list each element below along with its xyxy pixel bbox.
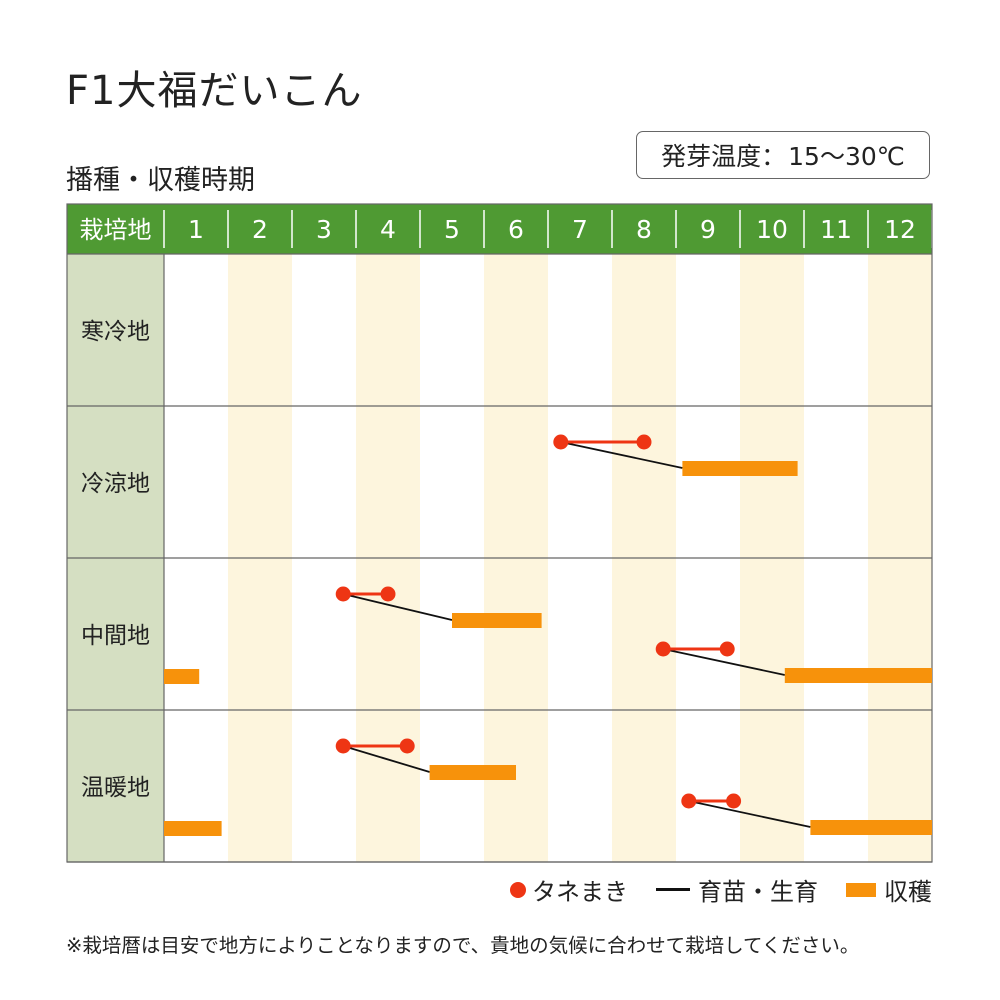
growth-line xyxy=(560,441,683,469)
header-bar xyxy=(67,204,932,254)
temperature-label: 発芽温度： xyxy=(661,142,787,171)
legend: タネまき 育苗・生育 収穫 xyxy=(0,872,1000,906)
sowing-end-dot xyxy=(380,586,396,602)
region-label: 寒冷地 xyxy=(81,319,150,345)
growth-line xyxy=(342,593,453,621)
sowing-end-dot xyxy=(726,793,742,809)
legend-harvest: 収穫 xyxy=(846,872,932,907)
page-title: F1大福だいこん xyxy=(66,68,363,114)
harvest-bar xyxy=(810,820,932,835)
harvest-bar xyxy=(164,669,200,684)
month-label-11: 11 xyxy=(820,215,852,244)
month-label-4: 4 xyxy=(380,215,396,244)
growth-line xyxy=(663,648,785,676)
chart-border xyxy=(66,203,933,863)
harvest-bar-icon xyxy=(846,882,876,897)
legend-sowing-label: タネまき xyxy=(532,878,628,906)
legend-harvest-label: 収穫 xyxy=(884,878,932,906)
sowing-start-dot xyxy=(335,738,351,754)
harvest-bar xyxy=(452,613,542,628)
sowing-start-dot xyxy=(655,641,671,657)
header-label: 栽培地 xyxy=(80,216,152,244)
sowing-end-dot xyxy=(636,434,652,450)
month-label-10: 10 xyxy=(756,215,788,244)
legend-sowing: タネまき xyxy=(510,872,628,907)
harvest-bar xyxy=(682,461,798,476)
footnote: ※栽培暦は目安で地方によりことなりますので、貴地の気候に合わせて栽培してください… xyxy=(66,934,860,957)
month-label-2: 2 xyxy=(252,215,268,244)
region-label: 中間地 xyxy=(81,623,150,649)
month-label-12: 12 xyxy=(884,215,916,244)
month-label-8: 8 xyxy=(636,215,652,244)
harvest-bar xyxy=(784,668,932,683)
harvest-bar xyxy=(164,821,222,836)
legend-growing: 育苗・生育 xyxy=(656,872,818,907)
temperature-value: 15～30℃ xyxy=(788,142,905,171)
region-label: 冷涼地 xyxy=(81,471,150,497)
growth-line-icon xyxy=(656,888,690,891)
sowing-start-dot xyxy=(553,434,569,450)
legend-growing-label: 育苗・生育 xyxy=(698,878,818,906)
harvest-bar xyxy=(429,765,516,780)
month-label-3: 3 xyxy=(316,215,332,244)
growth-line xyxy=(342,745,430,773)
growth-line xyxy=(688,800,811,828)
chart-title: 播種・収穫時期 xyxy=(66,165,255,196)
sowing-start-dot xyxy=(335,586,351,602)
month-label-9: 9 xyxy=(700,215,716,244)
germination-temperature-box: 発芽温度： 15～30℃ xyxy=(636,131,930,179)
sowing-end-dot xyxy=(719,641,735,657)
month-label-6: 6 xyxy=(508,215,524,244)
month-label-7: 7 xyxy=(572,215,588,244)
sowing-start-dot xyxy=(681,793,697,809)
region-label: 温暖地 xyxy=(81,775,150,801)
month-label-5: 5 xyxy=(444,215,460,244)
month-label-1: 1 xyxy=(188,215,204,244)
sowing-dot-icon xyxy=(510,881,526,898)
sowing-end-dot xyxy=(399,738,415,754)
